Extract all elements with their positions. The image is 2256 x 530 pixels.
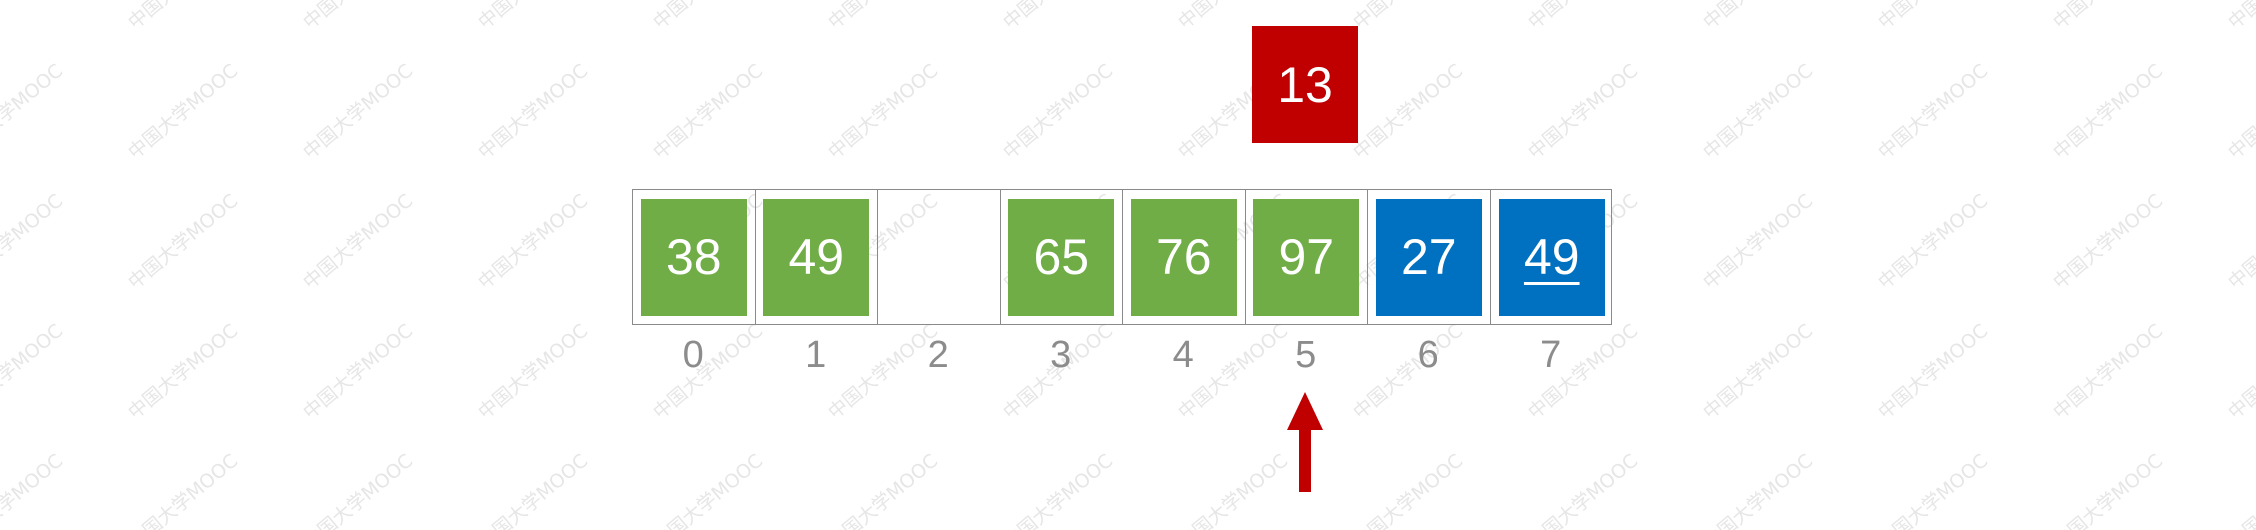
index-label: 0 — [682, 334, 704, 376]
watermark-text: 中国大学MOOC — [0, 190, 67, 294]
watermark-text: 中国大学MOOC — [124, 60, 242, 164]
element-tile: 49 — [763, 198, 870, 316]
watermark-text: 中国大学MOOC — [2224, 450, 2256, 530]
watermark-text: 中国大学MOOC — [474, 0, 592, 34]
watermark-text: 中国大学MOOC — [1874, 60, 1992, 164]
array-cell: 76 — [1123, 190, 1246, 324]
watermark-text: 中国大学MOOC — [124, 0, 242, 34]
index-label: 1 — [805, 334, 827, 376]
watermark-text: 中国大学MOOC — [299, 60, 417, 164]
watermark-text: 中国大学MOOC — [1699, 190, 1817, 294]
array-cell: 49 — [1491, 190, 1614, 324]
element-tile: 38 — [640, 198, 747, 316]
empty-slot — [886, 199, 992, 316]
watermark-text: 中国大学MOOC — [1874, 0, 1992, 34]
watermark-text: 中国大学MOOC — [299, 0, 417, 34]
array-cell: 38 — [633, 190, 756, 324]
element-value: 27 — [1400, 229, 1457, 285]
watermark-text: 中国大学MOOC — [649, 60, 767, 164]
index-row: 0 1 2 3 4 5 6 7 — [632, 334, 1612, 377]
watermark-text: 中国大学MOOC — [1874, 320, 1992, 424]
watermark-text: 中国大学MOOC — [474, 190, 592, 294]
array-container: 38 49 65 76 97 27 49 — [632, 189, 1612, 325]
watermark-text: 中国大学MOOC — [2049, 190, 2167, 294]
array-cell: 97 — [1246, 190, 1368, 324]
watermark-text: 中国大学MOOC — [649, 450, 767, 530]
watermark-text: 中国大学MOOC — [824, 0, 942, 34]
watermark-text: 中国大学MOOC — [299, 190, 417, 294]
watermark-text: 中国大学MOOC — [649, 0, 767, 34]
watermark-text: 中国大学MOOC — [824, 60, 942, 164]
array-cell: 49 — [756, 190, 878, 324]
up-arrow-icon — [1287, 392, 1323, 492]
array-cell — [878, 190, 1001, 324]
watermark-text: 中国大学MOOC — [2049, 60, 2167, 164]
key-value-box: 13 — [1252, 26, 1358, 143]
element-value: 49 — [1523, 229, 1580, 285]
watermark-text: 中国大学MOOC — [474, 320, 592, 424]
watermark-text: 中国大学MOOC — [1174, 450, 1292, 530]
watermark-text: 中国大学MOOC — [1699, 450, 1817, 530]
watermark-text: 中国大学MOOC — [1699, 320, 1817, 424]
index-label: 6 — [1417, 334, 1439, 376]
index-label: 3 — [1050, 334, 1072, 376]
watermark-text: 中国大学MOOC — [1699, 60, 1817, 164]
element-tile: 76 — [1130, 198, 1237, 316]
watermark-text: 中国大学MOOC — [1349, 0, 1467, 34]
watermark-text: 中国大学MOOC — [124, 450, 242, 530]
watermark-text: 中国大学MOOC — [824, 450, 942, 530]
watermark-text: 中国大学MOOC — [2224, 320, 2256, 424]
watermark-text: 中国大学MOOC — [0, 320, 67, 424]
watermark-text: 中国大学MOOC — [2049, 320, 2167, 424]
index-label: 5 — [1295, 334, 1317, 376]
watermark-text: 中国大学MOOC — [0, 60, 67, 164]
watermark-text: 中国大学MOOC — [0, 450, 67, 530]
element-tile: 49 — [1498, 198, 1605, 316]
watermark-text: 中国大学MOOC — [1524, 0, 1642, 34]
element-value: 65 — [1033, 229, 1090, 285]
watermark-text: 中国大学MOOC — [1699, 0, 1817, 34]
element-value: 49 — [788, 229, 845, 285]
watermark-text: 中国大学MOOC — [1874, 190, 1992, 294]
key-value-label: 13 — [1277, 56, 1333, 113]
watermark-text: 中国大学MOOC — [2224, 190, 2256, 294]
watermark-text: 中国大学MOOC — [999, 0, 1117, 34]
index-label: 7 — [1540, 334, 1562, 376]
element-value: 38 — [665, 229, 722, 285]
array-cell: 27 — [1368, 190, 1491, 324]
watermark-text: 中国大学MOOC — [999, 450, 1117, 530]
watermark-text: 中国大学MOOC — [474, 60, 592, 164]
watermark-text: 中国大学MOOC — [2224, 0, 2256, 34]
watermark-text: 中国大学MOOC — [299, 320, 417, 424]
watermark-text: 中国大学MOOC — [474, 450, 592, 530]
watermark-text: 中国大学MOOC — [124, 320, 242, 424]
watermark-text: 中国大学MOOC — [999, 60, 1117, 164]
index-label: 4 — [1172, 334, 1194, 376]
watermark-text: 中国大学MOOC — [1524, 60, 1642, 164]
watermark-text: 中国大学MOOC — [1349, 450, 1467, 530]
watermark-text: 中国大学MOOC — [1349, 60, 1467, 164]
watermark-text: 中国大学MOOC — [2049, 450, 2167, 530]
watermark-text: 中国大学MOOC — [1874, 450, 1992, 530]
element-tile: 65 — [1008, 198, 1115, 316]
watermark-text: 中国大学MOOC — [299, 450, 417, 530]
watermark-text: 中国大学MOOC — [2049, 0, 2167, 34]
array-cell: 65 — [1001, 190, 1123, 324]
watermark-text: 中国大学MOOC — [124, 190, 242, 294]
watermark-text: 中国大学MOOC — [1524, 450, 1642, 530]
element-value: 76 — [1155, 229, 1212, 285]
watermark-text: 中国大学MOOC — [2224, 60, 2256, 164]
index-label: 2 — [927, 334, 949, 376]
watermark-text: 中国大学MOOC — [0, 0, 67, 34]
element-tile: 97 — [1253, 198, 1360, 316]
element-value: 97 — [1278, 229, 1335, 285]
element-tile: 27 — [1375, 198, 1482, 316]
